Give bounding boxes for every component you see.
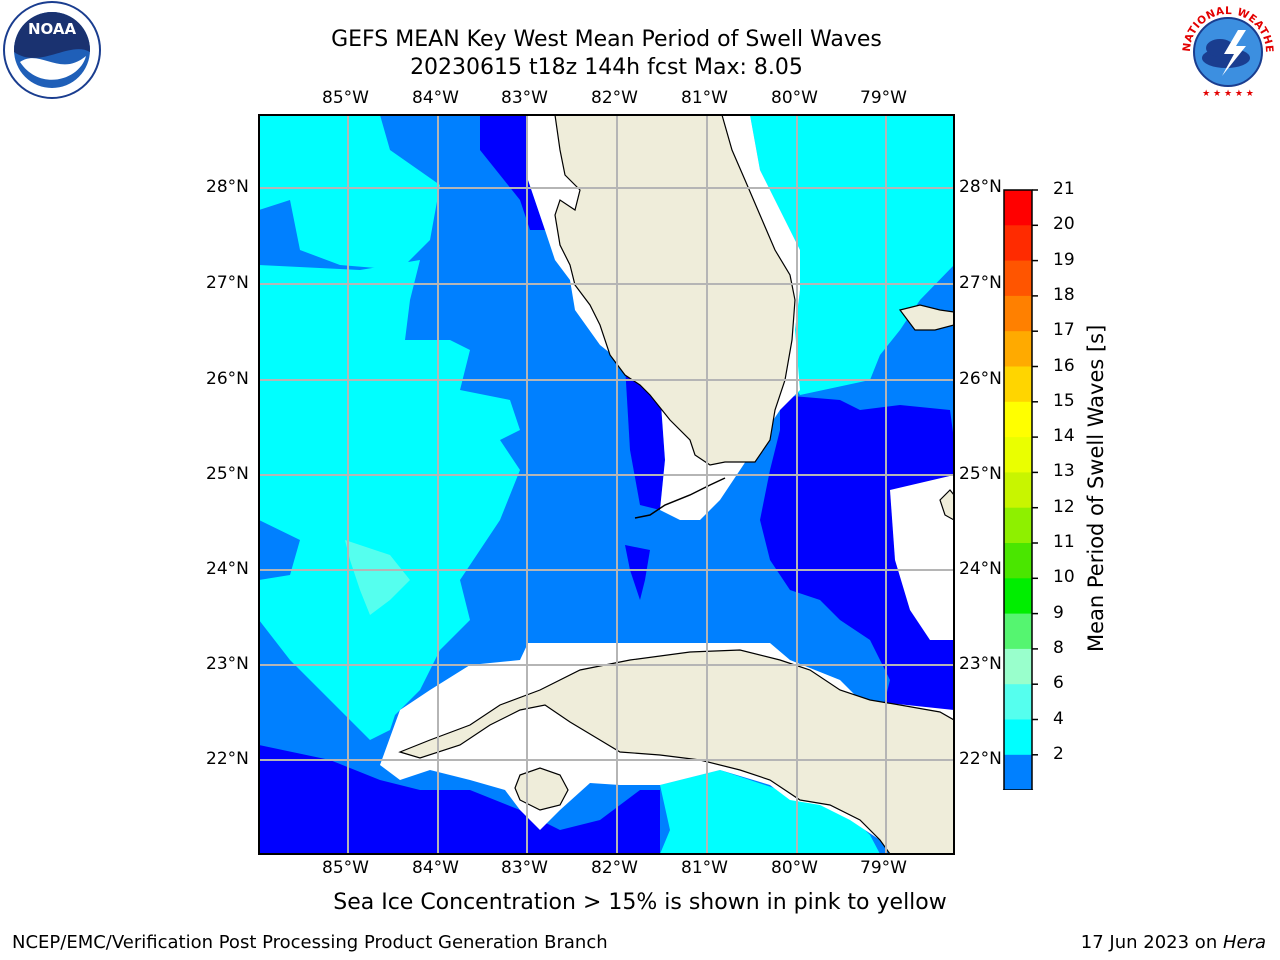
lat-tick-left-25n: 25°N (206, 464, 249, 484)
lon-tick-top-81w: 81°W (681, 88, 728, 108)
colorbar-tick-label: 16 (1053, 355, 1075, 376)
lat-tick-left-28n: 28°N (206, 177, 249, 197)
lon-tick-top-85w: 85°W (322, 88, 369, 108)
colorbar-tick-label: 8 (1053, 637, 1064, 658)
colorbar-frame (1003, 189, 1033, 790)
colorbar-tick-label: 19 (1053, 249, 1075, 270)
colorbar-segment (1004, 507, 1032, 544)
footer-date-text: 17 Jun 2023 on (1080, 932, 1223, 953)
colorbar-segment (1004, 366, 1032, 403)
footer-date: 17 Jun 2023 on Hera (1081, 932, 1266, 953)
colorbar-segment (1004, 401, 1032, 438)
colorbar-tick-label: 4 (1053, 708, 1064, 729)
lon-tick-top-80w: 80°W (771, 88, 818, 108)
swell-region-northeast (750, 115, 954, 395)
lat-tick-right-27n: 27°N (959, 273, 1002, 293)
land-florida (554, 115, 796, 466)
colorbar-tick-label: 17 (1053, 320, 1075, 341)
land-cuba (398, 649, 954, 854)
lon-tick-top-82w: 82°W (591, 88, 638, 108)
sea-ice-note: Sea Ice Concentration > 15% is shown in … (333, 890, 947, 915)
colorbar-segment (1004, 472, 1032, 509)
colorbar-segment (1004, 684, 1032, 720)
colorbar-segment (1004, 648, 1032, 685)
swell-region-dark-south (259, 745, 660, 854)
lon-tick-top-79w: 79°W (860, 88, 907, 108)
colorbar-segment (1004, 543, 1032, 579)
lon-tick-bottom-79w: 79°W (860, 858, 907, 878)
lon-tick-top-84w: 84°W (412, 88, 459, 108)
colorbar-segment (1004, 719, 1032, 756)
colorbar (1002, 189, 1038, 790)
colorbar-tick-label: 6 (1053, 673, 1064, 694)
mask-bahamas (890, 475, 954, 640)
map-gridlines (259, 115, 954, 854)
lon-tick-bottom-83w: 83°W (501, 858, 548, 878)
footer-host: Hera (1222, 932, 1266, 953)
swell-region-west (259, 115, 440, 270)
colorbar-segment (1004, 754, 1032, 790)
lat-tick-left-24n: 24°N (206, 559, 249, 579)
lat-tick-left-26n: 26°N (206, 369, 249, 389)
colorbar-segment (1004, 437, 1032, 473)
colorbar-tick-label: 20 (1053, 214, 1075, 235)
title-line-1: GEFS MEAN Key West Mean Period of Swell … (331, 27, 882, 52)
svg-text:★ ★ ★ ★ ★: ★ ★ ★ ★ ★ (1202, 89, 1254, 99)
lat-tick-left-23n: 23°N (206, 654, 249, 674)
land-bahamas-south (939, 489, 954, 521)
swell-region-dark-north (480, 115, 545, 230)
colorbar-tick-label: 11 (1053, 532, 1075, 552)
lat-tick-right-28n: 28°N (959, 177, 1002, 197)
nws-logo-icon: NATIONAL WEATHER SERVICE ★ ★ ★ ★ ★ (1176, 0, 1276, 100)
colorbar-tick-label: 12 (1053, 496, 1075, 517)
map-frame (258, 114, 955, 855)
noaa-logo-text: NOAA (28, 20, 77, 38)
colorbar-segment (1004, 190, 1032, 226)
colorbar-segment (1004, 578, 1032, 615)
lat-tick-left-22n: 22°N (206, 749, 249, 769)
colorbar-tick-label: 10 (1053, 567, 1075, 588)
colorbar-segment (1004, 225, 1032, 262)
lat-tick-right-26n: 26°N (959, 369, 1002, 389)
lon-tick-bottom-82w: 82°W (591, 858, 638, 878)
colorbar-segment (1004, 295, 1032, 332)
lon-tick-bottom-84w: 84°W (412, 858, 459, 878)
land-keys (634, 477, 726, 519)
lon-tick-bottom-80w: 80°W (771, 858, 818, 878)
colorbar-tick-label: 15 (1053, 390, 1075, 411)
colorbar-segment (1004, 613, 1032, 650)
swell-region-south (660, 770, 880, 854)
swell-region-dark-gulf (625, 545, 650, 600)
colorbar-tick-label: 14 (1053, 426, 1075, 447)
colorbar-tick-label: 2 (1053, 743, 1064, 764)
title-line-2: 20230615 t18z 144h fcst Max: 8.05 (410, 55, 803, 80)
lon-tick-top-83w: 83°W (501, 88, 548, 108)
land-bahamas (898, 304, 954, 331)
colorbar-label: Mean Period of Swell Waves [s] (1084, 324, 1108, 652)
lon-tick-bottom-85w: 85°W (322, 858, 369, 878)
footer-branch: NCEP/EMC/Verification Post Processing Pr… (12, 932, 608, 953)
colorbar-tick-label: 18 (1053, 284, 1075, 305)
noaa-logo-icon: NOAA (3, 1, 101, 99)
lat-tick-left-27n: 27°N (206, 273, 249, 293)
lon-tick-bottom-81w: 81°W (681, 858, 728, 878)
colorbar-tick-label: 13 (1053, 461, 1075, 482)
colorbar-tick-label: 9 (1053, 602, 1064, 623)
colorbar-segment (1004, 260, 1032, 297)
colorbar-tick-label: 21 (1053, 179, 1075, 199)
swell-region-light (345, 540, 410, 615)
lat-tick-right-24n: 24°N (959, 559, 1002, 579)
lat-tick-right-22n: 22°N (959, 749, 1002, 769)
colorbar-segment (1004, 331, 1032, 367)
land-isla-juventud (514, 767, 569, 811)
lat-tick-right-25n: 25°N (959, 464, 1002, 484)
lat-tick-right-23n: 23°N (959, 654, 1002, 674)
